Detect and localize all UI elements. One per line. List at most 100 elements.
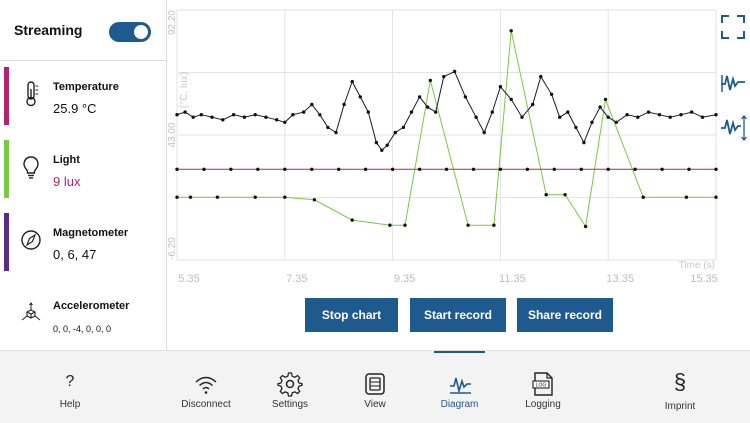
toggle-knob xyxy=(134,25,148,39)
data-point xyxy=(714,195,718,199)
data-point xyxy=(603,97,608,102)
bottom-navigation: ? Help Disconnect Settings View xyxy=(0,350,750,423)
sensor-color-bar xyxy=(4,213,9,271)
nav-item-help[interactable]: ? Help xyxy=(45,351,95,423)
nav-item-imprint[interactable]: § Imprint xyxy=(655,351,705,423)
chart-grid xyxy=(176,9,717,261)
axes-icon xyxy=(21,302,41,321)
nav-item-settings[interactable]: Settings xyxy=(264,351,316,423)
sensor-color-bar xyxy=(4,140,9,198)
data-point xyxy=(183,110,187,114)
data-point xyxy=(614,120,618,125)
sensor-color-bar xyxy=(4,67,9,125)
nav-item-disconnect[interactable]: Disconnect xyxy=(175,351,237,423)
stop-chart-button[interactable]: Stop chart xyxy=(305,298,398,332)
lightbulb-icon xyxy=(23,156,39,179)
x-tick-label: 15.35 xyxy=(690,273,718,285)
data-point xyxy=(509,29,513,33)
data-point xyxy=(525,167,530,171)
data-point xyxy=(563,193,567,197)
data-point xyxy=(175,195,179,199)
y-axis-label: (°C, lux) xyxy=(179,72,190,108)
data-point xyxy=(253,195,257,199)
sensor-value: 0, 6, 47 xyxy=(53,247,97,262)
x-tick-labels: 5.35 7.35 9.35 11.35 13.35 15.35 xyxy=(178,273,717,285)
nav-label: Diagram xyxy=(440,399,479,410)
data-point xyxy=(463,95,468,99)
diagram-icon xyxy=(449,377,471,395)
data-point xyxy=(590,120,594,125)
share-record-button[interactable]: Share record xyxy=(517,298,613,332)
nav-label: Imprint xyxy=(664,401,696,412)
nav-label: View xyxy=(364,399,386,410)
data-point xyxy=(188,195,193,199)
diagram-area: 92.20 43.00 -6.20 (°C, lux) Time (s) 5.35 7… xyxy=(167,0,750,350)
data-point xyxy=(318,113,322,117)
data-point xyxy=(191,115,195,119)
data-point xyxy=(390,167,395,171)
sensor-item-temperature[interactable]: Temperature 25.9 °C xyxy=(0,63,166,125)
data-point xyxy=(374,140,379,145)
data-point xyxy=(583,224,588,229)
series-line xyxy=(176,70,717,151)
streaming-toggle[interactable] xyxy=(109,22,151,42)
data-point xyxy=(337,167,341,171)
data-point xyxy=(334,130,338,135)
nav-item-diagram[interactable]: Diagram xyxy=(434,351,485,423)
sensor-name: Magnetometer xyxy=(53,227,129,239)
data-point xyxy=(417,167,422,171)
data-point xyxy=(283,120,287,125)
data-point xyxy=(310,167,314,171)
wifi-icon xyxy=(195,376,217,394)
y-tick-label: -6.20 xyxy=(167,237,178,260)
data-point xyxy=(256,167,260,171)
data-point xyxy=(342,102,346,107)
data-point xyxy=(417,95,422,99)
x-tick-label: 13.35 xyxy=(606,273,634,285)
series-line xyxy=(177,30,716,228)
waveform-icon[interactable] xyxy=(720,72,746,94)
data-point xyxy=(363,167,368,171)
sensor-chart[interactable]: 92.20 43.00 -6.20 (°C, lux) Time (s) 5.35 7… xyxy=(167,0,750,295)
x-tick-label: 7.35 xyxy=(286,273,307,285)
svg-text:LOG: LOG xyxy=(536,383,547,389)
sensor-item-magnetometer[interactable]: Magnetometer 0, 6, 47 xyxy=(0,209,166,271)
data-point xyxy=(428,78,432,83)
nav-item-logging[interactable]: LOG Logging xyxy=(518,351,568,423)
y-tick-labels: 92.20 43.00 -6.20 xyxy=(167,10,178,260)
help-icon: ? xyxy=(65,373,75,390)
data-point xyxy=(409,110,414,114)
data-point xyxy=(275,118,279,122)
compass-icon xyxy=(21,230,41,250)
data-point xyxy=(253,113,257,117)
data-point xyxy=(660,167,664,171)
data-point xyxy=(544,193,548,197)
data-point xyxy=(444,167,449,171)
data-point xyxy=(633,167,637,171)
y-tick-label: 43.00 xyxy=(167,122,178,147)
data-point xyxy=(482,130,486,135)
start-record-button[interactable]: Start record xyxy=(410,298,506,332)
waveform-scale-icon[interactable] xyxy=(720,114,748,142)
data-point xyxy=(175,113,179,117)
data-point xyxy=(310,102,314,107)
fullscreen-icon[interactable] xyxy=(720,14,746,40)
data-point xyxy=(714,167,718,171)
sensor-item-accelerometer[interactable]: Accelerometer 0, 0, -4, 0, 0, 0 xyxy=(0,282,166,344)
nav-item-view[interactable]: View xyxy=(350,351,400,423)
sensor-name: Accelerometer xyxy=(53,300,130,312)
data-point xyxy=(283,195,287,199)
data-point xyxy=(291,113,295,117)
data-point xyxy=(641,195,645,199)
data-point xyxy=(598,105,602,109)
sensor-item-light[interactable]: Light 9 lux xyxy=(0,136,166,198)
nav-label: Settings xyxy=(271,399,309,410)
log-file-icon: LOG xyxy=(532,372,553,396)
data-point xyxy=(636,115,640,119)
data-point xyxy=(549,92,554,97)
data-point xyxy=(312,198,317,202)
data-point xyxy=(302,110,306,114)
data-point xyxy=(668,115,672,119)
nav-label: Logging xyxy=(525,399,561,410)
nav-label: Help xyxy=(59,399,81,410)
